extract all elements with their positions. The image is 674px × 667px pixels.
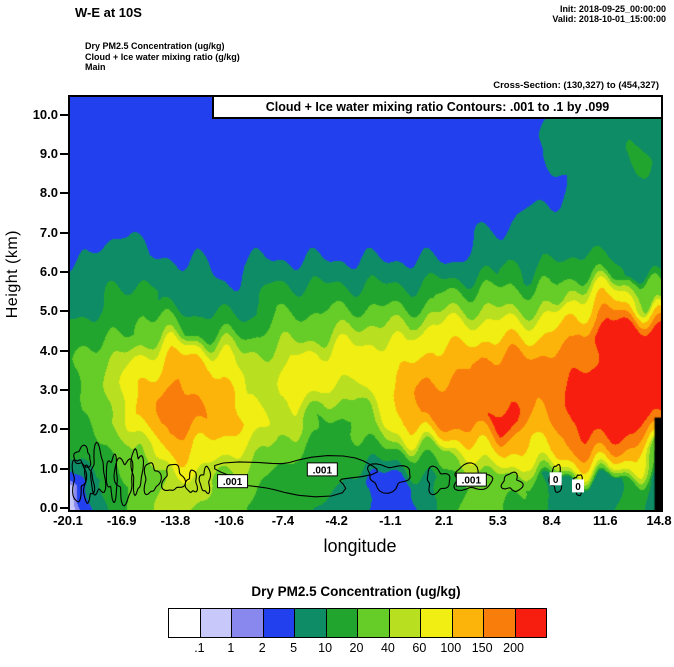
colorbar-cell [421,609,453,637]
contour-label: .001 [223,477,243,488]
cloud-ice-contour-line [105,453,118,503]
y-tick-label: 1.0 [39,460,58,476]
colorbar-tick-label: 150 [471,641,493,655]
x-tick-label: -7.4 [271,513,295,528]
cloud-ice-contour-line [71,459,88,503]
page-title: W-E at 10S [75,5,142,20]
colorbar-title: Dry PM2.5 Concentration (ug/kg) [251,584,461,599]
contour-note: Cloud + Ice water mixing ratio Contours:… [212,95,663,119]
x-tick-label: -1.1 [379,513,402,528]
y-tick-label: 4.0 [39,342,58,358]
colorbar-cell [484,609,516,637]
y-tick-mark [60,310,68,313]
y-tick-label: 7.0 [39,224,58,240]
x-tick-label: -10.6 [214,513,244,528]
cloud-ice-contour-line [198,465,212,495]
y-tick-mark [60,271,68,273]
x-tick-label: -4.2 [325,513,348,528]
contour-label: 0 [553,475,559,486]
x-tick-label: 8.4 [542,513,561,528]
y-tick-mark [60,467,68,470]
contour-label-box [217,474,249,489]
cloud-ice-contour-line [130,448,145,497]
contour-label-box [306,462,338,477]
cloud-ice-contour-line [184,469,199,493]
x-tick-label: -13.8 [160,513,191,528]
cloud-ice-contour-line [90,441,107,496]
y-tick-label: 2.0 [39,421,58,437]
y-tick-label: 5.0 [39,303,58,319]
heatmap-canvas [70,97,661,510]
x-tick-label: -20.1 [53,513,83,528]
colorbar-tick-label: 200 [503,641,524,655]
init-valid-block: Init: 2018-09-25_00:00:00 Valid: 2018-10… [552,4,666,24]
contour-label: .001 [313,465,333,476]
field-line-main: Main [85,62,106,72]
y-tick-label: 10.0 [32,106,58,122]
y-tick-mark [60,507,68,509]
plot-area: .001 .001 .001 0 0 Cloud + Ice water mixing … [68,95,663,512]
cloud-ice-contour-line [366,463,411,494]
colorbar-tick-label: 10 [318,641,333,655]
y-tick-mark [60,192,68,195]
colorbar-tick-label: 40 [380,641,395,655]
y-tick-mark [60,428,68,431]
colorbar-cell [232,609,264,637]
y-tick-label: 8.0 [39,185,58,201]
valid-time: Valid: 2018-10-01_15:00:00 [552,14,666,24]
colorbar-tick-label: 20 [349,641,364,655]
colorbar-cell [326,609,358,637]
field-list: Dry PM2.5 Concentration (ug/kg) Cloud + … [85,41,240,73]
contour-overlay: .001 .001 .001 0 0 [71,441,585,507]
x-tick-label: 2.1 [435,513,454,528]
colorbar-tick-label: 60 [412,641,427,655]
contour-label: .001 [462,476,482,487]
y-tick-mark [60,113,68,116]
init-time: Init: 2018-09-25_00:00:00 [559,4,666,14]
y-tick-mark [60,153,68,155]
cloud-ice-contour-line [73,444,92,468]
cloud-ice-contour-line [548,463,563,493]
contour-label-box [549,472,562,486]
x-tick-label: 14.8 [646,513,672,528]
cloud-ice-contour-line [500,471,524,492]
cloud-ice-contour-line [113,457,134,507]
cross-section-coords: Cross-Section: (130,327) to (454,327) [493,80,659,91]
colorbar-cell [263,609,295,637]
colorbar-tick-label: .1 [194,641,205,655]
contour-label: 0 [575,482,581,493]
colorbar-cell [200,609,232,637]
colorbar-cell [515,609,546,637]
colorbar-tick-label: 1 [227,641,235,655]
y-tick-mark [60,231,68,234]
colorbar-cell [169,609,201,637]
contour-label-box [572,479,585,493]
x-tick-label: 5.3 [488,513,507,528]
cloud-ice-contour-line [161,463,187,491]
colorbar-cell [358,609,390,637]
y-tick-label: 9.0 [39,146,58,161]
y-tick-mark [60,349,68,352]
colorbar [168,608,547,638]
colorbar-cell [452,609,484,637]
colorbar-tick-label: 2 [258,641,266,655]
field-line-cloud-ice: Cloud + Ice water mixing ratio (g/kg) [85,51,240,62]
x-tick-label: -16.9 [106,513,137,528]
y-tick-mark [60,389,68,391]
cloud-ice-contour-line [143,462,162,496]
colorbar-cell [295,609,327,637]
cloud-ice-contour-line [426,465,451,496]
colorbar-tick-label: 5 [290,641,298,655]
colorbar-tick-label: 100 [440,641,462,655]
y-tick-label: 6.0 [39,264,58,279]
y-tick-label: 3.0 [39,382,58,397]
field-line-pm25: Dry PM2.5 Concentration (ug/kg) [85,41,225,51]
x-tick-label: 11.6 [592,513,618,528]
y-tick-label: 0.0 [39,500,58,515]
x-axis-label: longitude [323,536,397,556]
contour-label-box [455,472,487,487]
colorbar-cell [389,609,421,637]
